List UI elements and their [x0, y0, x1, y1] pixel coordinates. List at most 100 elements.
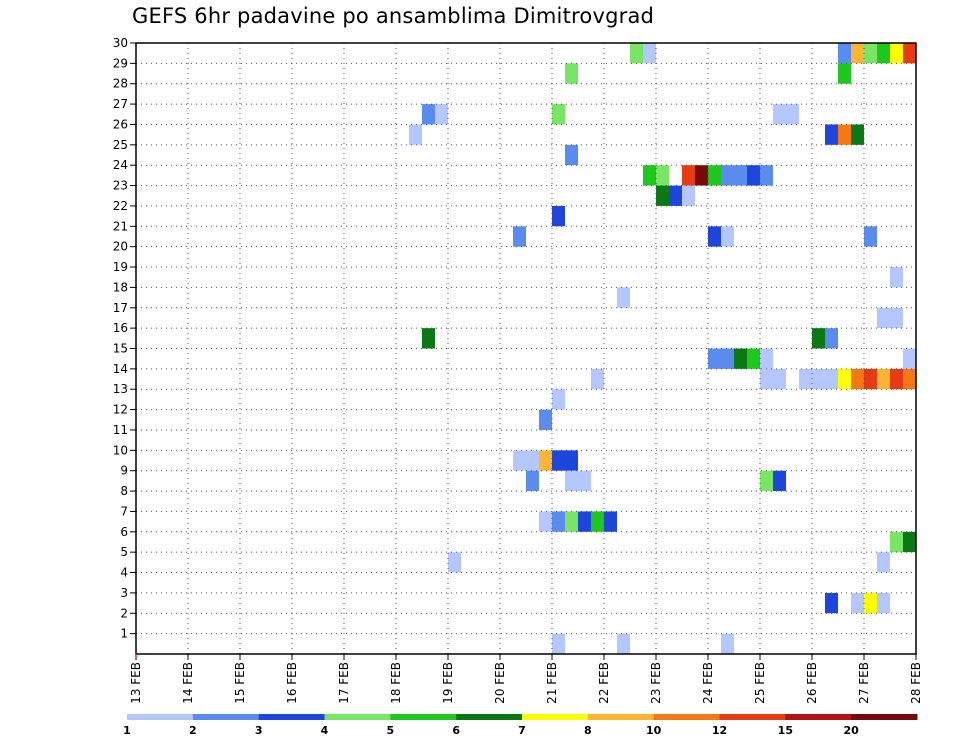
heatmap-cell — [851, 124, 864, 145]
heatmap-cell — [578, 470, 591, 492]
heatmap-cell — [526, 470, 539, 492]
legend-swatch — [785, 714, 852, 720]
legend-label: 8 — [584, 724, 592, 737]
heatmap-cell — [669, 185, 682, 206]
x-tick-label: 24 FEB — [701, 662, 715, 704]
legend-label: 10 — [646, 724, 662, 737]
heatmap-cell — [890, 531, 903, 553]
heatmap-cell — [565, 144, 578, 166]
legend-label: 7 — [518, 724, 526, 737]
y-tick-label: 21 — [113, 219, 128, 233]
heatmap-cell — [513, 226, 526, 247]
x-tick-label: 15 FEB — [233, 662, 247, 704]
y-tick-label: 8 — [120, 484, 128, 498]
heatmap-cell — [877, 307, 890, 329]
legend-swatch — [192, 714, 260, 720]
legend-swatch — [324, 714, 391, 720]
heatmap-cell — [877, 43, 890, 64]
heatmap-cell — [786, 104, 799, 125]
y-tick-label: 4 — [120, 566, 128, 580]
y-tick-label: 19 — [113, 260, 128, 274]
heatmap-cell — [435, 104, 448, 125]
heatmap-cell — [890, 43, 903, 64]
x-tick-label: 13 FEB — [129, 662, 143, 704]
y-tick-label: 17 — [113, 301, 128, 315]
legend-swatch — [653, 714, 720, 720]
y-tick-label: 6 — [120, 525, 128, 539]
y-tick-label: 20 — [113, 240, 128, 254]
x-tick-label: 20 FEB — [493, 662, 507, 704]
y-tick-label: 26 — [113, 117, 128, 131]
heatmap-cell — [903, 348, 916, 369]
legend-label: 2 — [189, 724, 197, 737]
x-tick-label: 16 FEB — [285, 662, 299, 704]
heatmap-cell — [864, 368, 877, 390]
heatmap-cell — [903, 43, 916, 64]
heatmap-cell — [539, 511, 552, 532]
x-tick-label: 26 FEB — [805, 662, 819, 704]
y-tick-label: 10 — [113, 443, 128, 457]
heatmap-cell — [825, 592, 838, 614]
heatmap-cell — [604, 511, 617, 532]
heatmap-cell — [565, 63, 578, 84]
heatmap-cell — [812, 328, 825, 349]
legend-label: 15 — [778, 724, 793, 737]
x-tick-label: 22 FEB — [597, 662, 611, 704]
heatmap-cell — [851, 368, 864, 390]
legend-swatch — [522, 714, 589, 720]
y-tick-label: 24 — [113, 158, 128, 172]
legend-label: 3 — [255, 724, 263, 737]
heatmap-cell — [617, 287, 630, 308]
y-tick-label: 18 — [113, 280, 128, 294]
heatmap-cell — [838, 124, 851, 145]
heatmap-cell — [890, 267, 903, 288]
heatmap-cell — [578, 511, 591, 532]
heatmap-cell — [864, 43, 877, 64]
legend-label: 12 — [712, 724, 727, 737]
heatmap-cell — [760, 348, 773, 369]
heatmap-cell — [422, 328, 435, 349]
x-tick-label: 23 FEB — [649, 662, 663, 704]
heatmap-cell — [734, 348, 747, 369]
heatmap-cell — [903, 531, 916, 553]
x-axis: 13 FEB 14 FEB 15 FEB 16 FEB 17 FEB 18 FEB 19 F… — [129, 654, 923, 704]
heatmap-cell — [851, 43, 864, 64]
y-tick-label: 14 — [113, 362, 128, 376]
x-tick-label: 27 FEB — [857, 662, 871, 704]
heatmap-cell — [838, 43, 851, 64]
heatmap-cell — [617, 633, 630, 654]
y-tick-label: 7 — [120, 504, 128, 518]
legend-label: 4 — [321, 724, 329, 737]
x-tick-label: 21 FEB — [545, 662, 559, 704]
heatmap-cell — [448, 552, 461, 573]
y-tick-label: 23 — [113, 179, 128, 193]
heatmap-cell — [721, 165, 734, 186]
heatmap-cell — [799, 368, 812, 390]
heatmap-cell — [747, 348, 760, 369]
legend-label: 5 — [387, 724, 395, 737]
legend-swatch — [719, 714, 786, 720]
heatmap-cell — [903, 368, 916, 390]
heatmap-cell — [513, 450, 526, 471]
heatmap-cell — [721, 633, 734, 654]
heatmap-cell — [864, 592, 877, 614]
heatmap-cell — [890, 368, 903, 390]
legend-swatch — [258, 714, 325, 720]
heatmap-cell — [773, 104, 786, 125]
legend-label: 20 — [844, 724, 860, 737]
heatmap-cell — [864, 226, 877, 247]
y-axis: 1234567891011121314151617181920212223242… — [113, 36, 136, 641]
heatmap-cell — [708, 165, 721, 186]
heatmap-cell — [721, 226, 734, 247]
grid-lines — [136, 43, 916, 654]
heatmap-cell — [539, 409, 552, 430]
heatmap-cell — [877, 552, 890, 573]
heatmap-cell — [565, 511, 578, 532]
heatmap-cell — [552, 104, 565, 125]
heatmap-cell — [773, 368, 786, 390]
x-tick-label: 18 FEB — [389, 662, 403, 704]
legend-swatch — [456, 714, 523, 720]
heatmap-cell — [552, 450, 565, 471]
heatmap-cell — [773, 470, 786, 492]
